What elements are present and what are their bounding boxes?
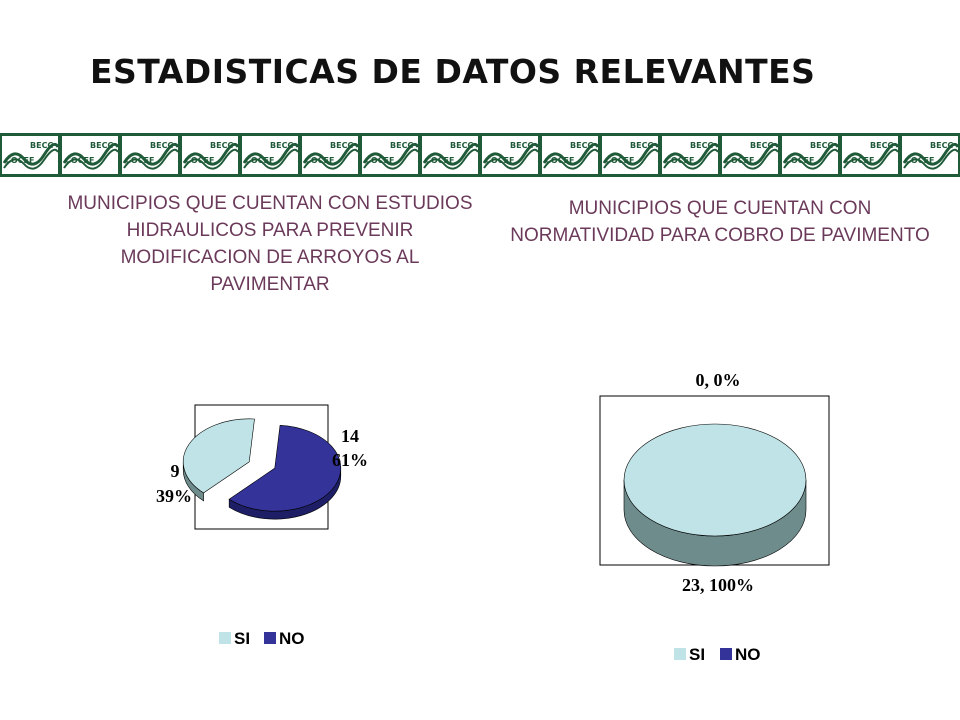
chart-2: 0, 0% 23, 100% SI NO: [599, 370, 830, 664]
chart-1-legend-si-swatch: [219, 632, 231, 644]
logo-tile: BECC COCEF: [660, 133, 720, 177]
chart-2-slice-si-top: [623, 423, 807, 537]
chart-2-legend: SI NO: [674, 645, 761, 664]
becc-cocef-logo-icon: [2, 136, 60, 174]
logo-cocef-text: COCEF: [545, 156, 575, 165]
logo-tile: BECC COCEF: [360, 133, 420, 177]
logo-cocef-text: COCEF: [485, 156, 515, 165]
chart-1-no-percent-label: 61%: [332, 450, 368, 470]
becc-cocef-logo-icon: [482, 136, 540, 174]
becc-cocef-logo-icon: [302, 136, 360, 174]
logo-cocef-text: COCEF: [65, 156, 95, 165]
logo-becc-text: BECC: [270, 141, 294, 150]
logo-cocef-text: COCEF: [5, 156, 35, 165]
logo-cocef-text: COCEF: [725, 156, 755, 165]
logo-becc-text: BECC: [30, 141, 54, 150]
becc-cocef-logo-icon: [782, 136, 840, 174]
logo-becc-text: BECC: [810, 141, 834, 150]
logo-strip: BECC COCEF BECC COCEF BECC COCEF BECC COCEF BECC…: [0, 133, 960, 177]
becc-cocef-logo-icon: [182, 136, 240, 174]
becc-cocef-logo-icon: [662, 136, 720, 174]
chart-2-legend-no-swatch: [720, 648, 732, 660]
chart-1-si-value-label: 9: [171, 461, 180, 481]
chart-1-no-value-label: 14: [341, 426, 359, 446]
logo-becc-text: BECC: [330, 141, 354, 150]
logo-cocef-text: COCEF: [605, 156, 635, 165]
logo-becc-text: BECC: [390, 141, 414, 150]
chart-1-slice-no: [228, 424, 342, 520]
logo-becc-text: BECC: [570, 141, 594, 150]
chart-2-title: MUNICIPIOS QUE CUENTAN CON NORMATIVIDAD …: [510, 198, 930, 246]
logo-cocef-text: COCEF: [665, 156, 695, 165]
becc-cocef-logo-icon: [62, 136, 120, 174]
logo-tile: BECC COCEF: [120, 133, 180, 177]
becc-cocef-logo-icon: [842, 136, 900, 174]
logo-becc-text: BECC: [510, 141, 534, 150]
chart-2-slice-si: [623, 423, 807, 567]
becc-cocef-logo-icon: [422, 136, 480, 174]
becc-cocef-logo-icon: [362, 136, 420, 174]
logo-cocef-text: COCEF: [245, 156, 275, 165]
logo-cocef-text: COCEF: [845, 156, 875, 165]
chart-1-legend-si-label: SI: [234, 629, 250, 648]
chart-2-no-label: 0, 0%: [696, 370, 741, 390]
logo-tile: BECC COCEF: [900, 133, 960, 177]
chart-2-legend-no-label: NO: [735, 645, 761, 664]
logo-tile: BECC COCEF: [180, 133, 240, 177]
becc-cocef-logo-icon: [122, 136, 180, 174]
becc-cocef-logo-icon: [722, 136, 780, 174]
logo-tile: BECC COCEF: [720, 133, 780, 177]
becc-cocef-logo-icon: [902, 136, 960, 174]
chart-1-si-percent-label: 39%: [156, 486, 192, 506]
logo-tile: BECC COCEF: [780, 133, 840, 177]
logo-cocef-text: COCEF: [905, 156, 935, 165]
logo-tile: BECC COCEF: [480, 133, 540, 177]
chart-1-legend-no-swatch: [264, 632, 276, 644]
chart-2-legend-si-swatch: [674, 648, 686, 660]
chart-1-title: MUNICIPIOS QUE CUENTAN CON ESTUDIOS HIDR…: [67, 193, 473, 295]
becc-cocef-logo-icon: [542, 136, 600, 174]
logo-cocef-text: COCEF: [305, 156, 335, 165]
logo-tile: BECC COCEF: [300, 133, 360, 177]
chart-1-legend: SI NO: [219, 629, 305, 648]
logo-becc-text: BECC: [750, 141, 774, 150]
logo-tile: BECC COCEF: [600, 133, 660, 177]
page-title: ESTADISTICAS DE DATOS RELEVANTES: [90, 52, 816, 91]
chart-2-si-label: 23, 100%: [682, 575, 754, 595]
chart-1: 14 61% 9 39% SI NO: [156, 404, 368, 648]
logo-tile: BECC COCEF: [840, 133, 900, 177]
logo-becc-text: BECC: [210, 141, 234, 150]
logo-cocef-text: COCEF: [425, 156, 455, 165]
logo-becc-text: BECC: [90, 141, 114, 150]
logo-tile: BECC COCEF: [60, 133, 120, 177]
logo-cocef-text: COCEF: [125, 156, 155, 165]
logo-becc-text: BECC: [450, 141, 474, 150]
logo-tile: BECC COCEF: [0, 133, 60, 177]
logo-becc-text: BECC: [930, 141, 954, 150]
logo-becc-text: BECC: [870, 141, 894, 150]
logo-becc-text: BECC: [150, 141, 174, 150]
logo-tile: BECC COCEF: [540, 133, 600, 177]
chart-1-legend-no-label: NO: [279, 629, 305, 648]
logo-cocef-text: COCEF: [185, 156, 215, 165]
logo-cocef-text: COCEF: [365, 156, 395, 165]
becc-cocef-logo-icon: [602, 136, 660, 174]
logo-becc-text: BECC: [630, 141, 654, 150]
chart-1-slice-si: [182, 418, 255, 502]
logo-tile: BECC COCEF: [240, 133, 300, 177]
chart-2-legend-si-label: SI: [689, 645, 705, 664]
becc-cocef-logo-icon: [242, 136, 300, 174]
logo-tile: BECC COCEF: [420, 133, 480, 177]
logo-cocef-text: COCEF: [785, 156, 815, 165]
logo-becc-text: BECC: [690, 141, 714, 150]
chart-1-slice-no-top: [228, 424, 342, 512]
chart-1-slice-si-top: [182, 418, 255, 494]
